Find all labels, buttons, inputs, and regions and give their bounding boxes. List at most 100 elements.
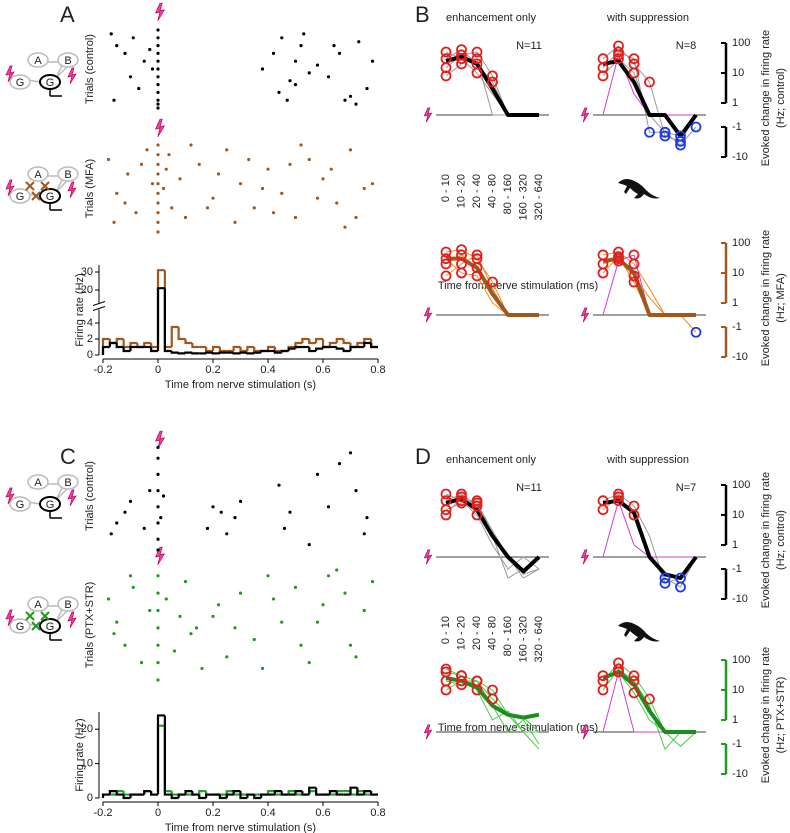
x-tick-label: -0.2 [94,807,113,819]
histogram-step [232,790,241,795]
data-marker [456,679,467,691]
block-mark [40,611,50,621]
circuit-node-label: B [64,477,71,489]
histogram-step [287,790,296,795]
series-line [602,671,696,733]
raster-dot [354,655,358,659]
circuit-node [27,166,49,182]
raster-dot [115,521,119,525]
data-marker [471,53,483,65]
raster-dot [156,83,160,87]
data-marker [628,670,640,682]
raster-dot [277,90,281,94]
y-tick-label: 1 [732,714,738,726]
data-marker [487,70,498,82]
raster-dot [123,510,127,514]
block-mark [31,621,41,631]
data-marker [690,326,702,338]
histogram-step [363,790,372,795]
x-tick-label: 0.8 [370,807,385,819]
raster-dot [200,666,204,671]
annotation: N=8 [676,40,697,52]
y-axis-label: (Hz; control) [775,68,787,128]
y-tick-label: -10 [732,151,748,163]
histogram-step [150,791,158,796]
histogram-step [205,351,213,354]
raster-dot [106,597,111,601]
raster-dot [161,186,166,191]
histogram-step [184,351,193,354]
raster-dot [271,211,276,215]
histogram-step [198,794,207,800]
y-axis-label: Firing rate (Hz) [74,718,86,791]
raster-dot [150,182,155,186]
x-tick-label: 10 - 20 [455,616,467,650]
y-axis-label: Evoked change in firing rate [760,472,772,608]
stimulus-icon [580,307,590,323]
raster-dot [194,626,199,630]
raster-dot [282,526,287,531]
series-line [602,258,697,333]
histogram-step [301,791,310,796]
stimulus-icon [580,724,590,740]
series-line [602,498,698,581]
y-axis-label: (Hz; control) [775,510,787,570]
histogram-step [349,345,358,351]
histogram-step [191,352,200,355]
histogram-step [156,287,165,351]
raster-dot [365,86,369,91]
block-mark [31,191,41,201]
block-mark [25,611,35,621]
histogram-step [115,337,124,343]
animal-icon [618,622,660,642]
data-marker [628,675,640,687]
raster-dot [321,603,325,607]
circuit-node-label: B [64,599,71,611]
y-tick-label: -1 [732,563,742,575]
raster-dot [348,94,353,98]
raster-dot [161,494,166,498]
y-tick-label: 1 [732,539,738,551]
histogram-step [122,794,131,800]
histogram-step [335,337,344,343]
x-tick-label: 0.2 [205,364,220,376]
raster-dot [335,568,339,572]
circuit-node-label: B [64,55,71,67]
histogram-step [342,348,351,353]
raster-dot [362,186,366,191]
series-line [445,500,540,579]
data-marker [613,53,624,65]
stimulus-icon [67,181,77,199]
histogram-step [129,341,138,347]
raster-dot [225,148,229,152]
series-line [602,54,696,116]
histogram-step [225,793,234,798]
block-mark [40,181,50,191]
data-marker [597,504,609,516]
data-marker [675,135,686,147]
raster-dot [348,148,353,152]
raster-dot [288,79,292,83]
circuit-node-label: A [34,599,42,611]
raster-dot [167,153,171,157]
stimulus-icon [154,2,166,21]
y-axis-label: (Hz; MFA) [775,273,787,323]
stimulus-icon [423,724,433,740]
raster-dot [112,98,116,102]
raster-dot [280,36,284,40]
y-axis-label: Evoked change in firing rate [760,30,772,166]
histogram-step [294,341,303,347]
y-axis-label: Trials (MFA) [84,159,96,218]
data-marker [628,67,640,79]
raster-dot [156,591,160,595]
series-line [602,59,698,139]
raster-dot [271,51,276,56]
raster-dot [156,36,160,40]
raster-dot [156,51,160,56]
data-marker [440,675,452,687]
histogram-step [266,790,275,795]
raster-dot [357,40,361,44]
raster-dot [307,157,311,162]
raster-dot [159,516,163,520]
x-tick-label: 0.2 [205,807,220,819]
